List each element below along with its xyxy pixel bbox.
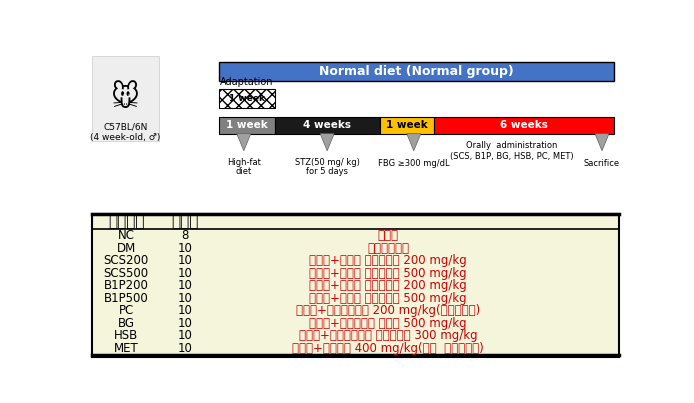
- Polygon shape: [595, 134, 609, 151]
- Text: 🐭: 🐭: [111, 84, 140, 112]
- FancyBboxPatch shape: [219, 62, 613, 81]
- Text: B1P200: B1P200: [103, 279, 149, 292]
- Text: Adaptation: Adaptation: [220, 77, 273, 87]
- FancyBboxPatch shape: [434, 116, 613, 134]
- Text: Orally  administration
(SCS, B1P, BG, HSB, PC, MET): Orally administration (SCS, B1P, BG, HSB…: [450, 141, 573, 161]
- Text: 10: 10: [178, 241, 193, 255]
- Polygon shape: [407, 134, 421, 151]
- Text: 당녕병+새찰쌍 주정추출물 500 mg/kg: 당녕병+새찰쌍 주정추출물 500 mg/kg: [309, 267, 467, 280]
- Text: 정상군: 정상군: [378, 229, 398, 242]
- Text: NC: NC: [117, 229, 135, 242]
- Text: BG: BG: [117, 317, 135, 330]
- Polygon shape: [237, 134, 251, 151]
- Text: 당녕병+메트포민 400 mg/kg(양성  약물대조군): 당녕병+메트포민 400 mg/kg(양성 약물대조군): [292, 342, 484, 355]
- Text: 당녕병+구아바추출물 200 mg/kg(양성대조군): 당녕병+구아바추출물 200 mg/kg(양성대조군): [296, 304, 480, 317]
- Text: for 5 days: for 5 days: [306, 167, 348, 176]
- Text: 10: 10: [178, 329, 193, 342]
- Text: Normal diet (Normal group): Normal diet (Normal group): [319, 65, 514, 78]
- Text: B1P500: B1P500: [103, 292, 149, 305]
- Text: 10: 10: [178, 317, 193, 330]
- Text: 1 week: 1 week: [229, 94, 264, 103]
- Text: Sacrifice: Sacrifice: [584, 158, 620, 168]
- Text: HSB: HSB: [114, 329, 138, 342]
- Text: MET: MET: [114, 342, 138, 355]
- Text: 당녕병+베타원 주정추출물 200 mg/kg: 당녕병+베타원 주정추출물 200 mg/kg: [309, 279, 467, 292]
- Text: 1 week: 1 week: [226, 120, 268, 130]
- Text: High-fat: High-fat: [227, 158, 261, 166]
- Text: 10: 10: [178, 254, 193, 267]
- FancyBboxPatch shape: [92, 214, 619, 357]
- Text: 당녕병+베타글루칸 농축물 500 mg/kg: 당녕병+베타글루칸 농축물 500 mg/kg: [309, 317, 467, 330]
- Text: SCS500: SCS500: [103, 267, 149, 280]
- Text: 8: 8: [182, 229, 189, 242]
- Text: FBG ≥300 mg/dL: FBG ≥300 mg/dL: [378, 158, 450, 168]
- Text: 당녕병+새찰쌍 주정추출물 200 mg/kg: 당녕병+새찰쌍 주정추출물 200 mg/kg: [309, 254, 467, 267]
- Text: 4 weeks: 4 weeks: [303, 120, 351, 130]
- Text: 당녕병+베타원 주정추출물 500 mg/kg: 당녕병+베타원 주정추출물 500 mg/kg: [309, 292, 467, 305]
- Text: STZ(50 mg/ kg): STZ(50 mg/ kg): [295, 158, 359, 166]
- Polygon shape: [320, 134, 335, 151]
- Text: 당녕병+흑수정찰맥강 주정추출물 300 mg/kg: 당녕병+흑수정찰맥강 주정추출물 300 mg/kg: [298, 329, 477, 342]
- Text: 10: 10: [178, 304, 193, 317]
- FancyBboxPatch shape: [219, 89, 275, 108]
- Text: PC: PC: [119, 304, 134, 317]
- Text: 10: 10: [178, 342, 193, 355]
- Text: 당녕병대조군: 당녕병대조군: [367, 241, 409, 255]
- Text: DM: DM: [117, 241, 135, 255]
- Text: 10: 10: [178, 279, 193, 292]
- FancyBboxPatch shape: [380, 116, 434, 134]
- Text: 10: 10: [178, 292, 193, 305]
- Text: 실험군명: 실험군명: [108, 214, 144, 229]
- Text: 마리수: 마리수: [171, 214, 199, 229]
- Text: 6 weeks: 6 weeks: [500, 120, 548, 130]
- Text: C57BL/6N
(4 week-old, ♂): C57BL/6N (4 week-old, ♂): [90, 123, 161, 142]
- FancyBboxPatch shape: [92, 56, 160, 141]
- Text: 1 week: 1 week: [386, 120, 428, 130]
- Text: 10: 10: [178, 267, 193, 280]
- FancyBboxPatch shape: [219, 116, 275, 134]
- Text: SCS200: SCS200: [103, 254, 149, 267]
- FancyBboxPatch shape: [275, 116, 380, 134]
- Text: diet: diet: [236, 167, 252, 176]
